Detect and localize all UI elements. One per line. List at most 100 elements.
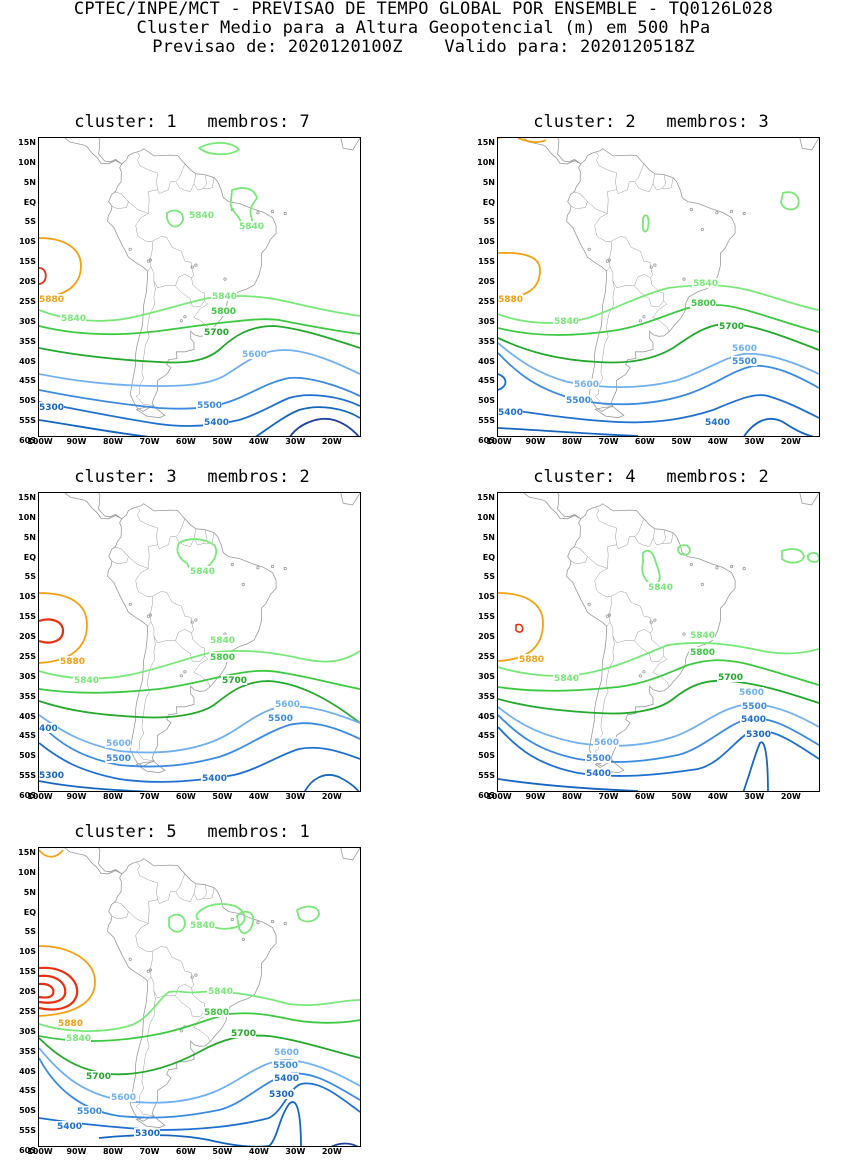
country-border — [135, 635, 156, 762]
latitude-tick-label: 60S — [19, 436, 36, 445]
contour-label: 5300 — [135, 1129, 160, 1139]
contour-label-background — [39, 294, 64, 304]
longitude-tick-label: 80W — [102, 792, 123, 801]
latitude-tick-label: 55S — [478, 416, 495, 426]
panel-title: cluster: 1 membros: 7 — [74, 112, 310, 132]
contour-line — [641, 549, 661, 586]
country-border — [193, 655, 210, 687]
latitude-tick-label: 55S — [19, 771, 36, 781]
coastline — [523, 493, 582, 520]
contour-label-background — [731, 356, 757, 366]
contour-label-background — [692, 278, 718, 288]
contour-line — [39, 966, 79, 1011]
lake-feature — [649, 620, 653, 624]
country-border — [157, 163, 186, 194]
contour-label-background — [76, 1106, 102, 1116]
map-svg: 5880 5840 5840 5800 5700 5600 5600 5500 5500 5400… — [498, 138, 819, 436]
lake-feature — [642, 315, 646, 319]
lake-feature — [729, 209, 734, 214]
contour-line — [498, 417, 815, 436]
longitude-tick-label: 80W — [102, 437, 123, 446]
longitude-tick-label: 40W — [248, 792, 269, 801]
latitude-tick-label: 15S — [478, 612, 495, 622]
lake-feature — [256, 921, 260, 925]
contour-line — [39, 325, 360, 364]
contour-line — [780, 191, 800, 211]
longitude-tick-label: 20W — [321, 1147, 342, 1156]
country-border — [111, 903, 129, 919]
contour-label-background — [738, 687, 764, 697]
africa-coast — [340, 848, 360, 861]
contour-label-background — [59, 656, 85, 666]
longitude-tick-label: 100W — [27, 1147, 53, 1156]
latitude-tick-label: 5S — [483, 217, 495, 227]
contour-line — [39, 774, 360, 791]
contour-label-background — [211, 291, 237, 301]
lake-feature — [682, 277, 686, 281]
country-border — [594, 568, 613, 627]
lake-feature — [194, 263, 198, 267]
latitude-tick-label: 15N — [477, 138, 495, 147]
contour-label-background — [209, 635, 235, 645]
latitude-axis: 15N 10N 5N EQ 5S 10S 15S 20S 25S 30S 35S 40S 45S 50S 5… — [12, 842, 38, 1155]
panel-title: cluster: 4 membros: 2 — [533, 467, 769, 487]
coastlines — [64, 848, 360, 1129]
contour-label-background — [238, 221, 264, 231]
contour-labels: 5840 5880 5840 5840 5800 5700 5600 5500 400 5600 5… — [39, 566, 300, 784]
map-frame: 5840 5840 5880 5840 5840 5800 5700 5600 5500 5400… — [38, 137, 361, 437]
contour-label-background — [57, 1018, 83, 1028]
contour-label: 400 — [39, 724, 58, 734]
lake-feature — [682, 632, 686, 636]
country-border — [193, 884, 208, 901]
panel-title: cluster: 2 membros: 3 — [533, 112, 769, 132]
contour-label-background — [85, 1071, 111, 1081]
lake-feature — [689, 207, 693, 212]
contour-label-background — [690, 298, 716, 308]
contour-line — [39, 1057, 360, 1119]
contour-label: 5840 — [554, 674, 579, 684]
map-svg: 5840 5840 5880 5840 5840 5800 5700 5600 5500 5400… — [39, 138, 360, 436]
contour-line — [39, 974, 67, 1004]
cluster-panel: cluster: 4 membros: 2 15N 10N 5N EQ 5S 10S 15S 2… — [471, 467, 831, 807]
latitude-tick-label: 45S — [19, 1086, 36, 1096]
contour-label-background — [201, 773, 227, 783]
contour-label-background — [189, 566, 215, 576]
lake-feature — [223, 277, 227, 281]
panel-title: cluster: 3 membros: 2 — [74, 467, 310, 487]
latitude-tick-label: 15N — [18, 138, 36, 147]
map-frame: 5840 5880 5840 5840 5800 5700 5600 5500 400 5600 5… — [38, 492, 361, 792]
contour-label-background — [267, 713, 293, 723]
contour-label-background — [230, 1028, 256, 1038]
contour-line — [39, 945, 96, 1017]
contour-line — [198, 142, 240, 156]
latitude-tick-label: 20S — [478, 277, 495, 287]
contour-labels: 5840 5880 5840 5840 5800 5700 5600 5500 5400 5300… — [518, 582, 771, 779]
coastline — [107, 148, 277, 412]
coastline — [135, 761, 166, 774]
latitude-tick-label: 5S — [24, 927, 36, 937]
country-border — [594, 280, 615, 407]
contour-label-background — [274, 699, 300, 709]
contour-line — [781, 548, 805, 564]
latitude-tick-label: 60S — [19, 791, 36, 800]
contour-line — [498, 342, 819, 388]
contour-label: 5880 — [498, 295, 523, 305]
latitude-tick-label: 15S — [19, 612, 36, 622]
longitude-axis: 100W 90W 80W 70W 60W 50W 40W 30W 20W — [27, 792, 368, 804]
country-border — [203, 887, 215, 900]
latitude-axis: 15N 10N 5N EQ 5S 10S 15S 20S 25S 30S 35S 40S 45S 50S 5… — [12, 487, 38, 800]
contour-line — [296, 905, 320, 923]
lake-feature — [148, 258, 152, 262]
country-border — [175, 632, 205, 662]
country-border — [634, 173, 656, 192]
contour-line — [498, 251, 541, 299]
coastline — [107, 858, 277, 1122]
longitude-tick-label: 30W — [744, 437, 765, 446]
lake-feature — [190, 265, 194, 269]
latitude-axis: 15N 10N 5N EQ 5S 10S 15S 20S 25S 30S 35S 40S 45S 50S 5… — [471, 132, 497, 445]
country-border — [610, 591, 653, 634]
latitude-tick-label: 30S — [478, 316, 495, 326]
contour-line — [39, 849, 64, 858]
lake-feature — [587, 602, 591, 606]
lake-feature — [689, 562, 693, 567]
